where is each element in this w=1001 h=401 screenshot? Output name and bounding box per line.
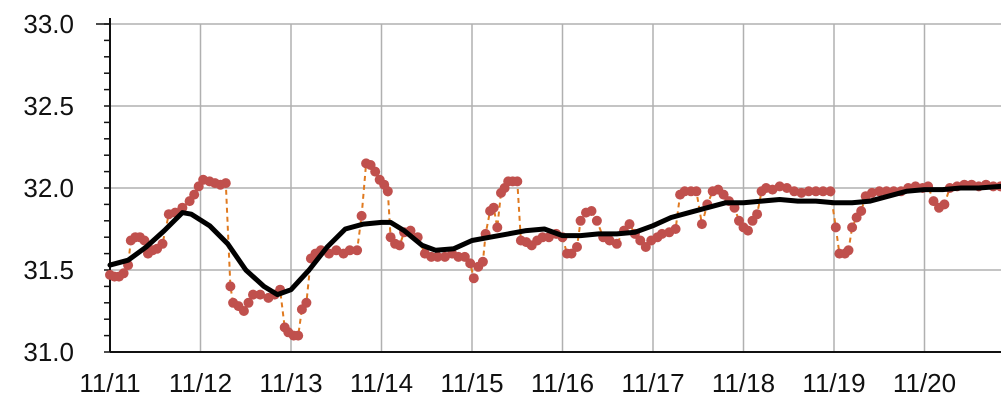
observed-point	[238, 306, 249, 316]
observed-point	[118, 268, 129, 279]
observed-point	[591, 215, 602, 226]
observed-point	[248, 289, 258, 300]
observed-point	[356, 210, 367, 221]
x-tick-label: 11/16	[531, 368, 594, 398]
x-tick-label: 11/13	[259, 368, 322, 398]
observed-point	[344, 245, 355, 256]
y-tick-label: 33.0	[23, 9, 74, 39]
observed-point	[830, 222, 841, 233]
x-tick-label: 11/18	[712, 368, 775, 398]
observed-point	[611, 238, 622, 249]
series-smoothed-line	[107, 183, 1001, 298]
y-tick-label: 31.5	[23, 255, 74, 285]
observed-point	[818, 186, 829, 197]
observed-point	[465, 258, 476, 269]
observed-point	[352, 245, 363, 256]
observed-point	[696, 219, 707, 230]
observed-point	[803, 186, 814, 197]
observed-point	[856, 206, 867, 216]
x-tick-label: 11/14	[350, 368, 413, 398]
x-tick-label: 11/19	[802, 368, 865, 398]
observed-point	[691, 186, 702, 197]
observed-point	[847, 222, 858, 233]
observed-point	[586, 206, 597, 216]
observed-point	[928, 196, 939, 207]
observed-point	[566, 248, 577, 259]
observed-point	[225, 281, 236, 292]
series	[105, 158, 1001, 341]
observed-point	[575, 215, 586, 226]
observed-point	[810, 186, 821, 197]
x-tick-label: 11/11	[79, 368, 140, 398]
tick-labels: 31.0 31.5 32.0 32.5 33.0 11/11 11/12 11/13 11/14…	[23, 9, 956, 398]
observed-point	[670, 224, 681, 234]
x-tick-label: 11/20	[893, 368, 956, 398]
observed-point	[477, 256, 488, 267]
observed-point	[492, 222, 503, 233]
x-tick-label: 11/15	[440, 368, 503, 398]
observed-point	[370, 166, 381, 177]
y-tick-label: 32.0	[23, 173, 74, 203]
observed-point	[488, 202, 499, 213]
observed-point	[243, 297, 254, 308]
observed-point	[255, 289, 266, 300]
observed-point	[293, 330, 304, 341]
observed-point	[177, 202, 188, 213]
observed-point	[157, 238, 168, 249]
x-tick-label: 11/12	[169, 368, 232, 398]
observed-point	[624, 219, 635, 230]
observed-point	[512, 176, 523, 187]
observed-point	[572, 242, 582, 252]
y-tick-label: 32.5	[23, 91, 74, 121]
observed-point	[825, 186, 836, 197]
x-tick-label: 11/17	[621, 368, 684, 398]
axes	[96, 18, 1001, 353]
observed-point	[301, 297, 312, 308]
observed-point	[382, 186, 393, 197]
observed-point	[843, 245, 854, 256]
observed-point	[743, 225, 753, 236]
observed-point	[432, 251, 443, 262]
observed-point	[874, 186, 885, 197]
observed-point	[468, 273, 479, 284]
observed-point	[939, 199, 950, 210]
observed-point	[752, 209, 763, 220]
observed-point	[220, 178, 231, 189]
y-tick-label: 31.0	[23, 337, 74, 367]
observed-point	[189, 189, 200, 200]
observed-point	[394, 240, 405, 251]
